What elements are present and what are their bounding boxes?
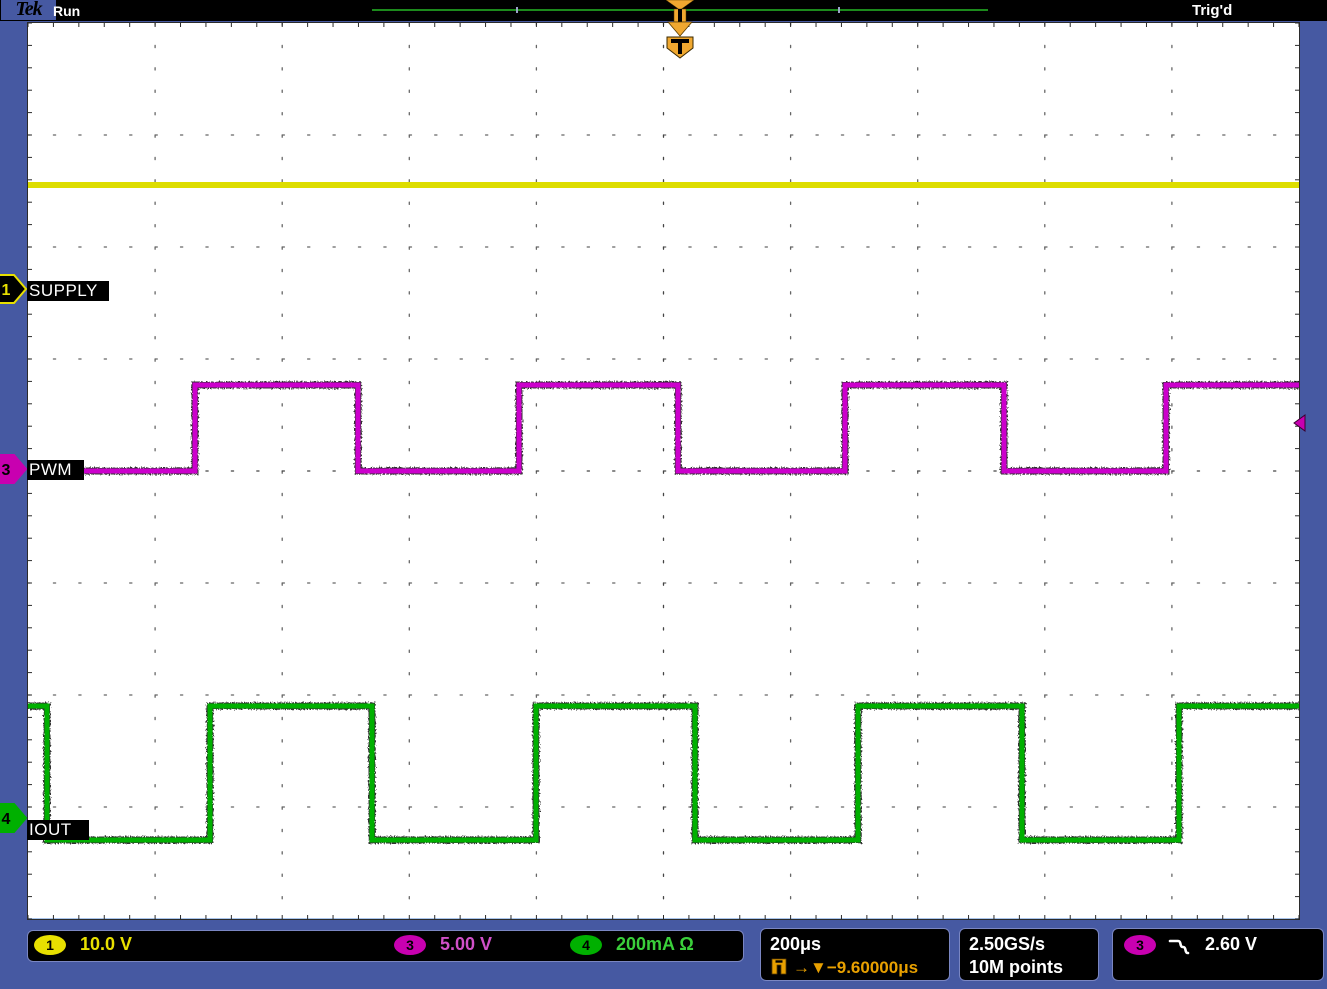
svg-text:4: 4 — [2, 811, 11, 828]
svg-text:1: 1 — [46, 937, 54, 953]
svg-text:3: 3 — [1136, 937, 1144, 953]
svg-text:3: 3 — [406, 937, 414, 953]
svg-text:1: 1 — [2, 282, 11, 299]
svg-text:4: 4 — [582, 937, 590, 953]
svg-text:3: 3 — [2, 462, 11, 479]
